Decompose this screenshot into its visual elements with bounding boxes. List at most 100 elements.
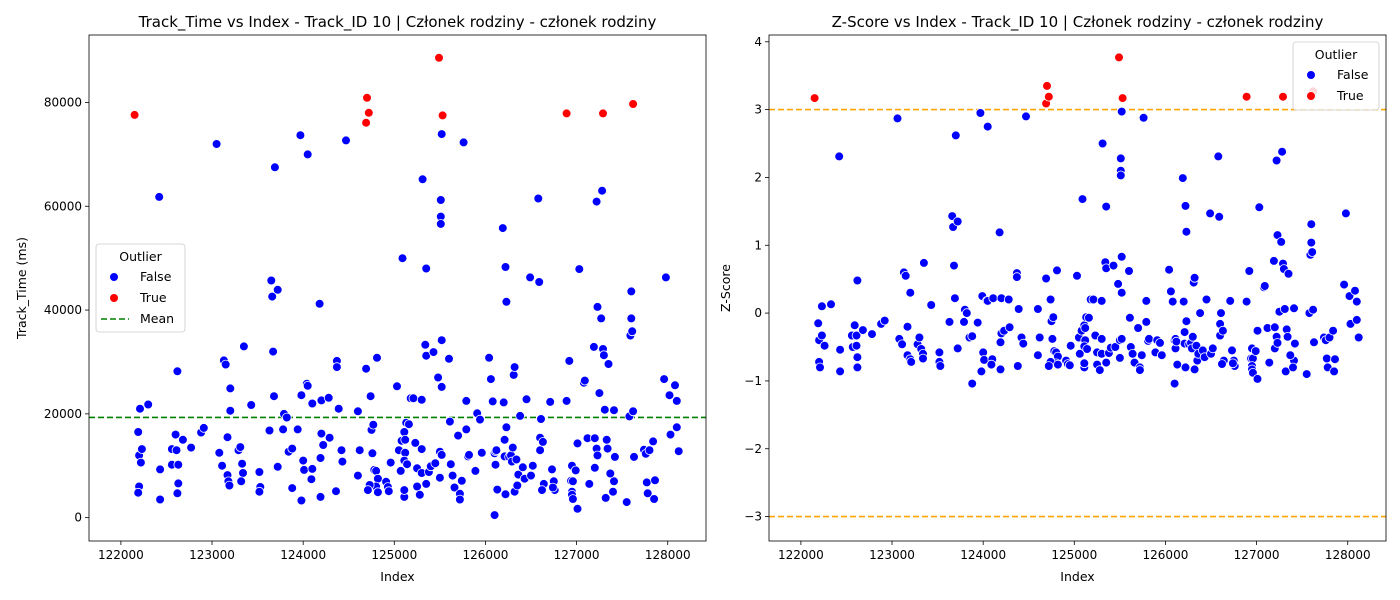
data-point <box>476 447 487 458</box>
data-point <box>1047 334 1058 344</box>
data-point <box>296 390 307 401</box>
data-point <box>1254 202 1265 213</box>
data-point <box>600 493 611 503</box>
data-point <box>501 422 512 433</box>
series-true <box>809 52 1318 109</box>
data-point <box>949 260 959 271</box>
data-point <box>306 474 317 485</box>
data-point <box>1044 91 1054 102</box>
data-point <box>373 487 383 498</box>
data-point <box>1144 334 1154 344</box>
data-point <box>363 485 373 495</box>
data-point <box>214 447 225 458</box>
data-point <box>337 456 348 467</box>
data-point <box>1288 362 1298 373</box>
data-point <box>538 437 548 447</box>
data-point <box>649 494 659 504</box>
data-point <box>1166 286 1176 297</box>
data-point <box>172 366 183 377</box>
data-point <box>453 430 463 441</box>
data-point <box>1353 332 1364 343</box>
data-point <box>1241 296 1252 307</box>
data-point <box>331 486 341 497</box>
data-point <box>1034 332 1045 343</box>
y-tick-label: 60000 <box>44 199 82 213</box>
data-point <box>1113 279 1123 289</box>
x-tick-label: 122000 <box>98 548 144 562</box>
legend-box <box>95 243 186 333</box>
data-point <box>475 414 485 425</box>
data-point <box>852 362 863 373</box>
data-point <box>659 374 669 384</box>
data-point <box>1270 322 1280 333</box>
data-point <box>570 465 581 476</box>
data-point <box>373 473 383 484</box>
data-point <box>995 337 1006 348</box>
data-point <box>1269 256 1279 266</box>
data-point <box>1033 304 1043 314</box>
data-point <box>455 494 465 505</box>
data-point <box>433 372 443 383</box>
data-point <box>302 149 313 160</box>
legend-label-false: False <box>140 269 172 284</box>
data-point <box>487 396 498 407</box>
data-point <box>437 110 448 121</box>
data-point <box>1252 374 1263 384</box>
data-point <box>1329 366 1339 377</box>
data-point <box>1306 237 1317 248</box>
data-point <box>1241 91 1252 102</box>
data-point <box>1205 208 1215 219</box>
data-point <box>1116 170 1126 181</box>
data-point <box>1276 237 1286 247</box>
data-point <box>535 445 545 456</box>
x-tick-label: 123000 <box>869 548 915 562</box>
data-point <box>858 325 868 335</box>
data-point <box>628 99 638 109</box>
data-point <box>835 366 845 377</box>
data-point <box>217 460 227 471</box>
data-point <box>1117 93 1128 103</box>
data-point <box>508 370 519 380</box>
data-point <box>315 492 326 502</box>
data-point <box>1213 151 1224 162</box>
x-tick-label: 122000 <box>778 548 824 562</box>
data-point <box>298 455 309 466</box>
data-point <box>1280 366 1291 377</box>
data-point <box>1004 322 1015 333</box>
data-point <box>314 298 325 309</box>
data-point <box>1308 304 1318 315</box>
data-point <box>967 331 977 342</box>
legend-title: Outlier <box>119 249 162 264</box>
data-point <box>281 412 292 423</box>
data-point <box>497 223 508 233</box>
data-point <box>1339 279 1349 290</box>
x-tick-label: 126000 <box>1143 548 1189 562</box>
data-point <box>266 275 277 286</box>
data-point <box>295 130 306 141</box>
data-point <box>1125 312 1135 323</box>
data-point <box>994 227 1005 238</box>
data-point <box>436 382 447 392</box>
data-point <box>644 445 655 456</box>
data-point <box>1227 345 1237 356</box>
legend-marker-true <box>1306 91 1316 101</box>
data-point <box>1096 296 1107 306</box>
data-point <box>584 479 595 489</box>
data-point <box>421 263 432 274</box>
data-point <box>287 443 298 454</box>
data-point <box>323 392 334 403</box>
data-point <box>435 219 446 229</box>
data-point <box>1115 353 1125 363</box>
data-point <box>1280 304 1290 314</box>
data-point <box>609 405 619 416</box>
data-point <box>1052 265 1062 276</box>
data-point <box>1218 325 1228 336</box>
data-point <box>420 339 431 350</box>
data-point <box>906 357 916 367</box>
data-point <box>852 352 863 363</box>
data-point <box>1003 294 1014 305</box>
data-point <box>819 340 830 351</box>
data-point <box>173 478 184 489</box>
y-tick-label: 40000 <box>44 303 82 317</box>
data-point <box>592 450 603 461</box>
